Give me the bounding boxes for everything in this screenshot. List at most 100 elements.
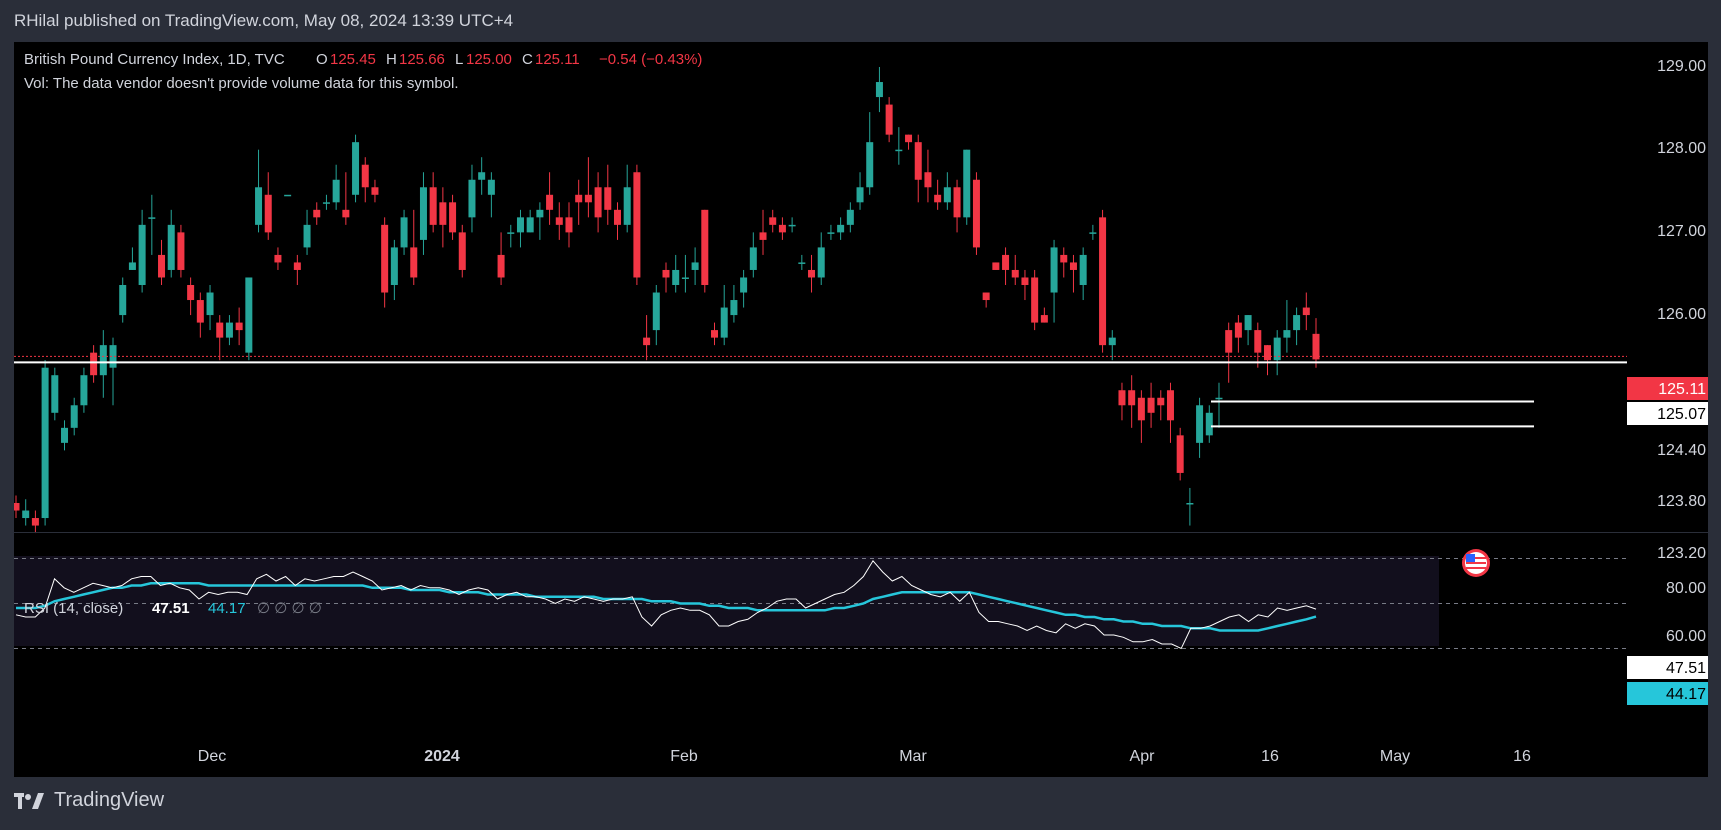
candle-body[interactable] (284, 194, 292, 197)
candle-body[interactable] (187, 285, 195, 301)
candle-body[interactable] (225, 322, 233, 338)
candle-body[interactable] (769, 217, 777, 225)
candle-body[interactable] (293, 262, 301, 270)
candle-body[interactable] (798, 262, 806, 264)
candle-body[interactable] (943, 187, 951, 203)
candle-body[interactable] (633, 172, 641, 278)
candle-body[interactable] (672, 269, 680, 285)
candle-body[interactable] (575, 194, 583, 203)
candle-body[interactable] (51, 375, 59, 413)
candle-body[interactable] (740, 277, 748, 293)
candle-body[interactable] (1244, 315, 1252, 331)
candle-body[interactable] (613, 209, 621, 225)
candle-body[interactable] (458, 232, 466, 270)
candle-body[interactable] (497, 254, 505, 278)
candle-body[interactable] (1293, 315, 1301, 331)
candle-body[interactable] (1215, 397, 1223, 400)
candle-body[interactable] (1302, 307, 1310, 316)
chart-canvas[interactable]: British Pound Currency Index, 1D, TVC O … (12, 42, 1712, 777)
candle-body[interactable] (1128, 390, 1136, 406)
candle-body[interactable] (148, 217, 156, 219)
candle-body[interactable] (1176, 435, 1184, 473)
candle-body[interactable] (138, 224, 146, 285)
candle-body[interactable] (1031, 277, 1039, 323)
candle-body[interactable] (80, 375, 88, 406)
candle-body[interactable] (788, 224, 796, 227)
candle-body[interactable] (1283, 330, 1291, 338)
candle-body[interactable] (1254, 330, 1262, 353)
candle-body[interactable] (264, 194, 272, 233)
us-flag-event-icon[interactable] (1462, 549, 1490, 577)
candle-body[interactable] (381, 224, 389, 293)
candle-body[interactable] (31, 518, 39, 526)
tradingview-logo[interactable]: TradingView (14, 789, 164, 812)
candle-body[interactable] (303, 224, 311, 248)
candle-body[interactable] (1263, 345, 1271, 361)
candle-body[interactable] (449, 202, 457, 233)
price-axis[interactable]: 129.00 128.00 127.00 126.00 124.40 123.8… (1627, 58, 1712, 562)
candle-body[interactable] (905, 134, 913, 143)
candle-body[interactable] (691, 262, 699, 270)
candle-body[interactable] (1050, 247, 1058, 293)
candle-body[interactable] (594, 187, 602, 218)
candle-body[interactable] (546, 194, 554, 210)
candle-body[interactable] (1060, 254, 1068, 263)
candle-body[interactable] (22, 510, 30, 519)
candle-body[interactable] (274, 254, 282, 263)
candle-body[interactable] (992, 262, 1000, 270)
candle-body[interactable] (914, 142, 922, 180)
candle-body[interactable] (565, 217, 573, 233)
candle-body[interactable] (419, 187, 427, 240)
candle-body[interactable] (1069, 262, 1077, 270)
candle-body[interactable] (1137, 397, 1145, 421)
candle-body[interactable] (1089, 232, 1097, 234)
candle-body[interactable] (982, 292, 990, 301)
candle-body[interactable] (827, 232, 835, 234)
candle-body[interactable] (1234, 322, 1242, 338)
candle-body[interactable] (643, 337, 651, 346)
candle-body[interactable] (322, 202, 330, 204)
candle-body[interactable] (1021, 277, 1029, 285)
candle-body[interactable] (235, 322, 243, 331)
candle-body[interactable] (206, 292, 214, 316)
candle-body[interactable] (99, 345, 107, 376)
candle-body[interactable] (963, 149, 971, 218)
candle-body[interactable] (400, 217, 408, 248)
candle-body[interactable] (177, 232, 185, 270)
candle-body[interactable] (536, 209, 544, 218)
candle-body[interactable] (109, 345, 117, 368)
candle-body[interactable] (1118, 390, 1126, 406)
candle-body[interactable] (924, 172, 932, 188)
candle-body[interactable] (41, 367, 49, 519)
chart-area[interactable]: British Pound Currency Index, 1D, TVC O … (12, 42, 1712, 777)
candle-body[interactable] (652, 292, 660, 331)
candle-body[interactable] (313, 209, 321, 218)
candle-body[interactable] (875, 82, 883, 98)
candle-body[interactable] (245, 277, 253, 353)
candle-body[interactable] (526, 217, 534, 233)
candle-body[interactable] (1312, 333, 1320, 360)
candle-body[interactable] (1196, 405, 1204, 443)
candle-body[interactable] (90, 352, 98, 376)
candle-body[interactable] (856, 187, 864, 203)
candle-body[interactable] (439, 202, 447, 225)
candle-body[interactable] (352, 142, 360, 195)
candle-body[interactable] (1225, 330, 1233, 353)
candle-body[interactable] (1186, 503, 1194, 505)
candle-body[interactable] (701, 209, 709, 285)
candle-body[interactable] (332, 179, 340, 203)
candle-body[interactable] (12, 503, 20, 511)
time-axis[interactable]: Dec 2024 Feb Mar Apr 16 May 16 (198, 748, 1531, 765)
candle-body[interactable] (895, 149, 903, 152)
rsi-axis[interactable]: 80.00 60.00 47.51 44.17 (1627, 580, 1712, 705)
candle-body[interactable] (837, 224, 845, 233)
candle-body[interactable] (972, 179, 980, 248)
candle-body[interactable] (342, 209, 350, 218)
candle-body[interactable] (507, 232, 515, 234)
candle-body[interactable] (478, 172, 486, 180)
candle-body[interactable] (1011, 269, 1019, 278)
candle-body[interactable] (759, 232, 767, 240)
candle-body[interactable] (711, 330, 719, 338)
candle-body[interactable] (808, 269, 816, 278)
candle-body[interactable] (1205, 412, 1213, 436)
